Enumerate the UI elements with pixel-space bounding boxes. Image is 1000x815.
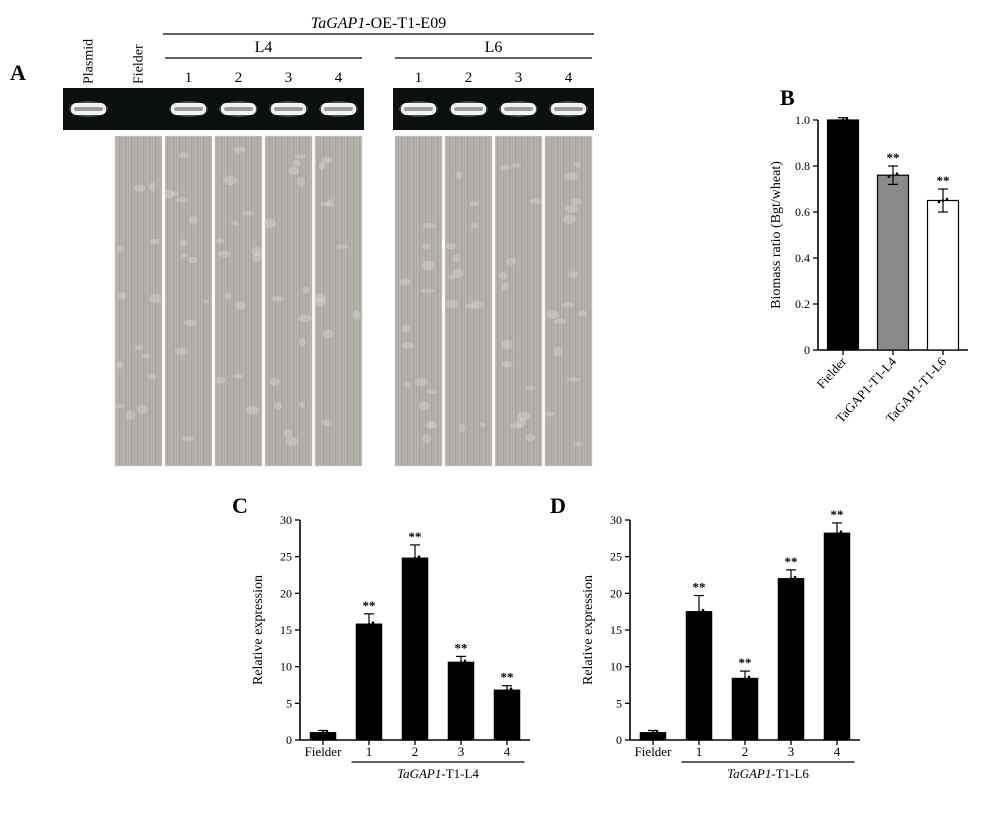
svg-text:L6: L6: [485, 39, 503, 56]
svg-text:2: 2: [412, 744, 419, 759]
svg-text:Fielder: Fielder: [132, 44, 147, 84]
svg-text:**: **: [937, 173, 950, 188]
svg-text:2: 2: [465, 70, 473, 86]
svg-text:25: 25: [280, 550, 292, 564]
svg-text:**: **: [785, 554, 798, 569]
svg-text:2: 2: [742, 744, 749, 759]
panel-label-a: A: [10, 60, 26, 86]
svg-text:1: 1: [366, 744, 373, 759]
svg-text:1: 1: [415, 70, 423, 86]
panel-d-chart: 0 5 10 15 20 25 30 Relative expression Fielder **…: [560, 490, 880, 810]
svg-text:4: 4: [834, 744, 841, 759]
panel-a: TaGAP1-OE-T1-E09 L4 L6 Plasmid Fielder 1 2 3 4 1 2…: [35, 10, 745, 490]
svg-text:**: **: [887, 150, 900, 165]
svg-text:TaGAP1-OE-T1-E09: TaGAP1-OE-T1-E09: [311, 15, 446, 32]
svg-text:15: 15: [610, 623, 622, 637]
svg-text:0: 0: [804, 343, 810, 357]
svg-text:Fielder: Fielder: [305, 744, 342, 759]
svg-text:**: **: [455, 640, 468, 655]
svg-text:20: 20: [280, 586, 292, 600]
svg-text:0.6: 0.6: [795, 205, 810, 219]
svg-text:15: 15: [280, 623, 292, 637]
svg-text:5: 5: [616, 696, 622, 710]
panel-c-chart: 0 5 10 15 20 25 30 Relative expression Fielder **…: [230, 490, 550, 810]
svg-text:1: 1: [696, 744, 703, 759]
svg-text:4: 4: [565, 70, 573, 86]
svg-text:0: 0: [616, 733, 622, 747]
svg-text:4: 4: [335, 70, 343, 86]
svg-text:30: 30: [610, 513, 622, 527]
svg-text:5: 5: [286, 696, 292, 710]
svg-text:0.4: 0.4: [795, 251, 810, 265]
svg-text:1: 1: [185, 70, 193, 86]
svg-text:0.8: 0.8: [795, 159, 810, 173]
svg-text:**: **: [501, 670, 514, 685]
svg-text:TaGAP1-T1-L6: TaGAP1-T1-L6: [727, 766, 809, 781]
svg-text:**: **: [363, 598, 376, 613]
svg-text:3: 3: [458, 744, 465, 759]
svg-text:20: 20: [610, 586, 622, 600]
svg-text:TaGAP1-T1-L4: TaGAP1-T1-L4: [397, 766, 479, 781]
svg-text:Fielder: Fielder: [635, 744, 672, 759]
svg-text:4: 4: [504, 744, 511, 759]
svg-text:0.2: 0.2: [795, 297, 810, 311]
svg-text:**: **: [409, 529, 422, 544]
svg-text:10: 10: [280, 660, 292, 674]
svg-text:Relative expression: Relative expression: [581, 575, 596, 685]
panel-b-chart: 0 0.2 0.4 0.6 0.8 1.0 Biomass ratio (Bgt/wheat…: [760, 105, 985, 480]
svg-text:Plasmid: Plasmid: [82, 39, 97, 84]
svg-text:3: 3: [515, 70, 523, 86]
svg-text:3: 3: [285, 70, 293, 86]
svg-text:**: **: [831, 507, 844, 522]
svg-text:2: 2: [235, 70, 243, 86]
svg-text:0: 0: [286, 733, 292, 747]
svg-text:**: **: [739, 655, 752, 670]
svg-text:1.0: 1.0: [795, 113, 810, 127]
svg-text:25: 25: [610, 550, 622, 564]
svg-text:10: 10: [610, 660, 622, 674]
svg-text:Biomass ratio (Bgt/wheat): Biomass ratio (Bgt/wheat): [769, 161, 784, 309]
svg-text:Fielder: Fielder: [813, 353, 849, 391]
svg-text:L4: L4: [255, 39, 273, 56]
svg-text:30: 30: [280, 513, 292, 527]
svg-text:**: **: [693, 580, 706, 595]
svg-text:Relative expression: Relative expression: [251, 575, 266, 685]
svg-text:3: 3: [788, 744, 795, 759]
